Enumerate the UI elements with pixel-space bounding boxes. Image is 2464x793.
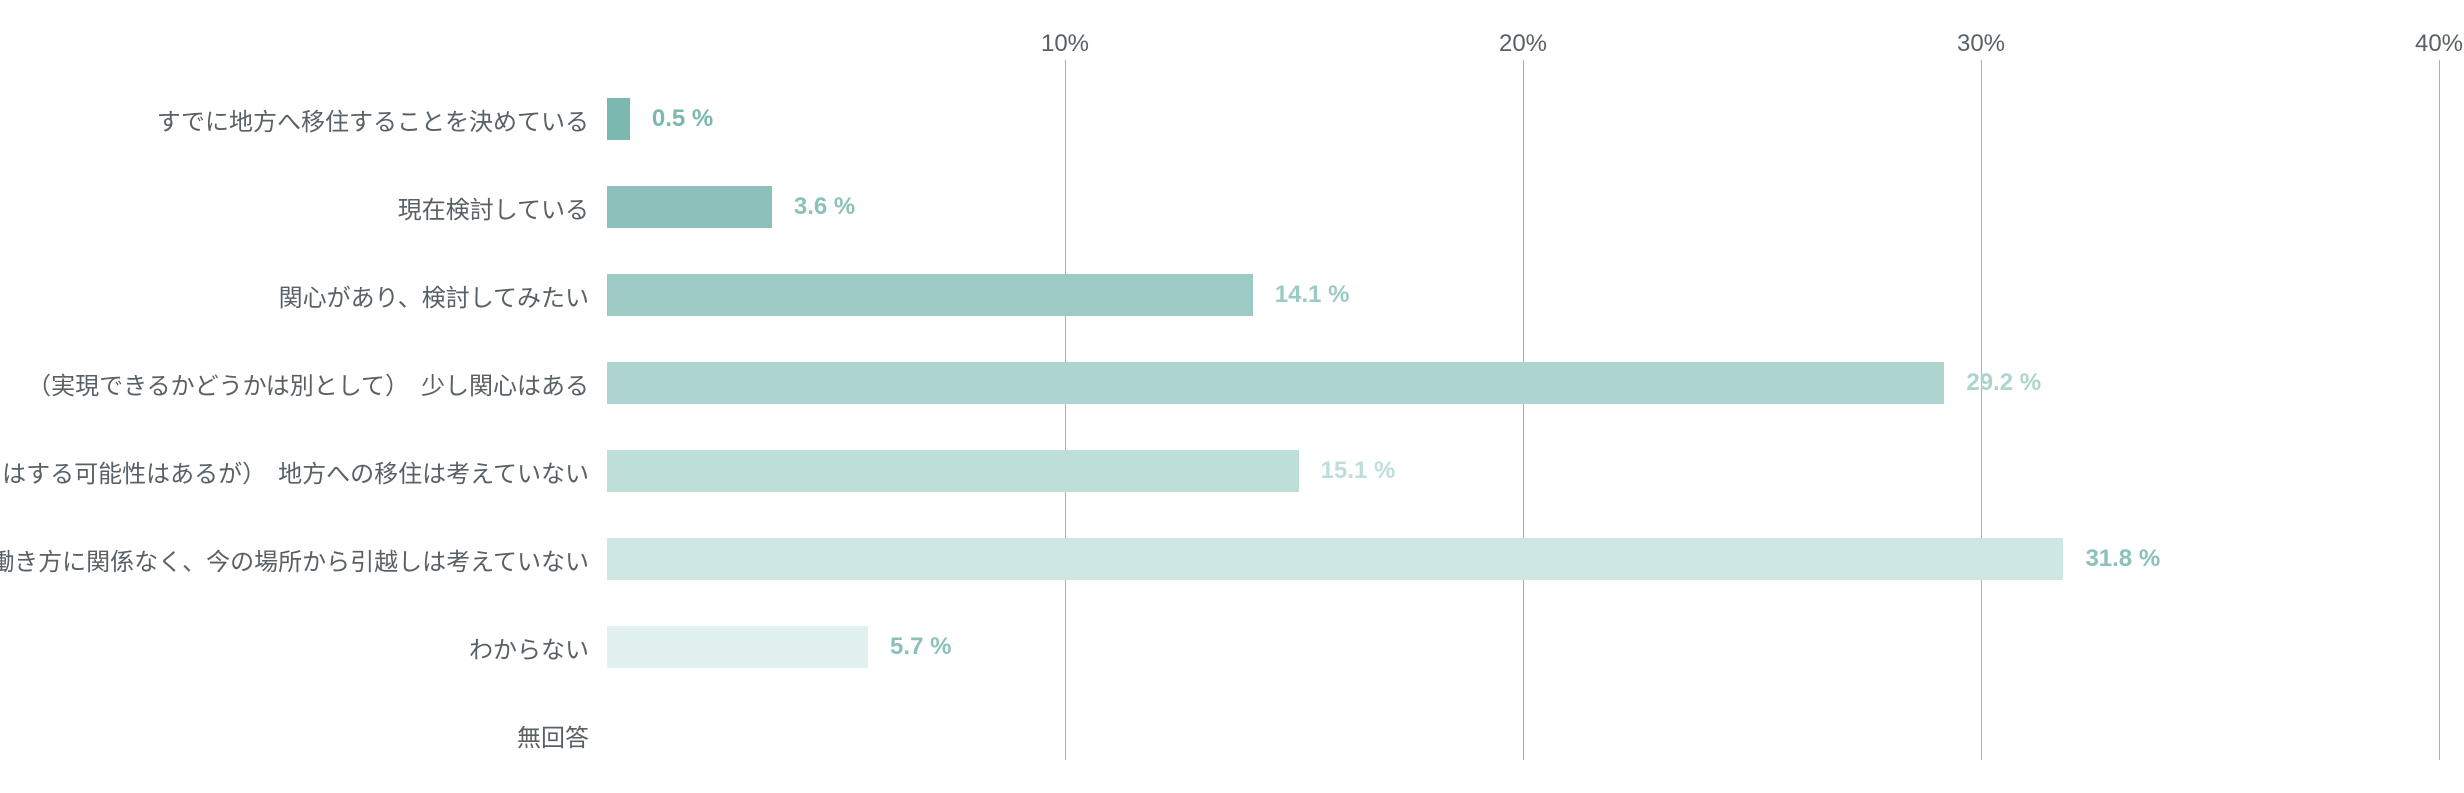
- value-label: 5.7 %: [890, 633, 951, 661]
- chart-row: （引越しはする可能性はあるが） 地方への移住は考えていない15.1 %: [607, 450, 2439, 492]
- bar: [607, 362, 1944, 404]
- plot-area: 10%20%30%40%すでに地方へ移住することを決めている0.5 %現在検討し…: [607, 60, 2439, 760]
- category-label: 働き方に関係なく、今の場所から引越しは考えていない: [0, 542, 607, 577]
- category-label: （実現できるかどうかは別として） 少し関心はある: [27, 366, 607, 401]
- bar: [607, 186, 772, 228]
- x-axis-tick-label: 10%: [1041, 30, 1089, 58]
- category-label: 現在検討している: [398, 190, 607, 225]
- category-label: （引越しはする可能性はあるが） 地方への移住は考えていない: [0, 454, 607, 489]
- value-label: 0.5 %: [652, 105, 713, 133]
- horizontal-bar-chart: 10%20%30%40%すでに地方へ移住することを決めている0.5 %現在検討し…: [0, 0, 2464, 793]
- gridline: [2439, 60, 2440, 760]
- category-label: すでに地方へ移住することを決めている: [157, 102, 607, 137]
- chart-row: （実現できるかどうかは別として） 少し関心はある29.2 %: [607, 362, 2439, 404]
- value-label: 29.2 %: [1966, 369, 2041, 397]
- category-label: 関心があり、検討してみたい: [279, 278, 607, 313]
- category-label: 無回答: [517, 718, 607, 753]
- chart-row: 現在検討している3.6 %: [607, 186, 2439, 228]
- value-label: 3.6 %: [794, 193, 855, 221]
- bar: [607, 98, 630, 140]
- chart-row: すでに地方へ移住することを決めている0.5 %: [607, 98, 2439, 140]
- chart-row: 無回答: [607, 714, 2439, 756]
- chart-row: わからない5.7 %: [607, 626, 2439, 668]
- value-label: 14.1 %: [1275, 281, 1350, 309]
- bar: [607, 450, 1299, 492]
- value-label: 31.8 %: [2085, 545, 2160, 573]
- bar: [607, 274, 1253, 316]
- bar: [607, 626, 868, 668]
- category-label: わからない: [469, 630, 607, 665]
- bar: [607, 538, 2063, 580]
- chart-row: 働き方に関係なく、今の場所から引越しは考えていない31.8 %: [607, 538, 2439, 580]
- x-axis-tick-label: 20%: [1499, 30, 1547, 58]
- x-axis-tick-label: 30%: [1957, 30, 2005, 58]
- chart-row: 関心があり、検討してみたい14.1 %: [607, 274, 2439, 316]
- value-label: 15.1 %: [1321, 457, 1396, 485]
- x-axis-tick-label: 40%: [2415, 30, 2463, 58]
